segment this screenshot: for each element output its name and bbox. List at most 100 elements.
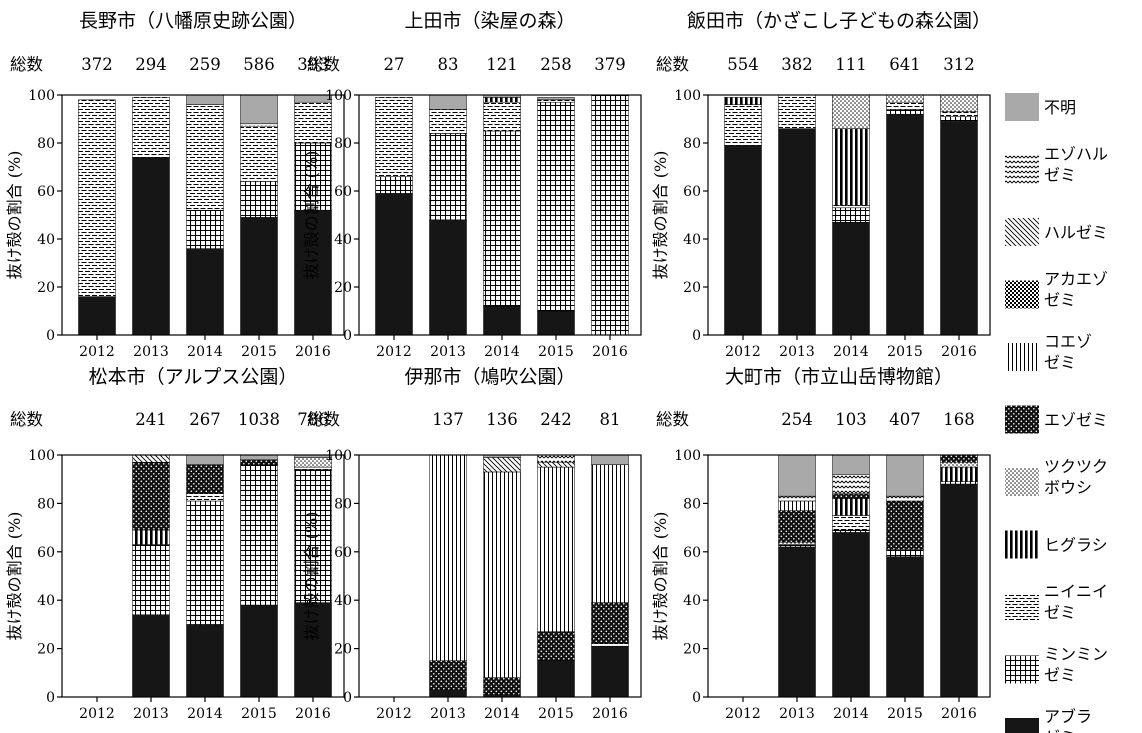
panel-title: 松本市（アルプス公園） bbox=[89, 366, 298, 388]
y-tick-label: 0 bbox=[692, 690, 701, 706]
bar-segment-ezo bbox=[940, 454, 978, 463]
bar-segment-ezoharu bbox=[778, 495, 816, 502]
x-tick-label: 2013 bbox=[133, 706, 169, 722]
x-tick-label: 2015 bbox=[887, 706, 923, 722]
count-value: 294 bbox=[135, 55, 167, 74]
x-tick-label: 2013 bbox=[430, 706, 466, 722]
y-tick-label: 80 bbox=[37, 496, 55, 512]
y-axis-label: 抜け殻の割合 (%) bbox=[651, 512, 670, 641]
bar-segment-niinii bbox=[591, 643, 629, 647]
bar-segment-niinii bbox=[186, 104, 224, 211]
bar-segment-abura bbox=[778, 546, 816, 698]
x-tick-label: 2012 bbox=[79, 706, 115, 722]
plot-frame bbox=[707, 454, 991, 698]
y-tick-label: 60 bbox=[37, 545, 55, 561]
bar-segment-abura bbox=[886, 113, 924, 336]
bar-segment-niinii bbox=[832, 515, 870, 531]
bar-segment-minmin bbox=[429, 133, 467, 221]
x-tick-label: 2015 bbox=[241, 344, 277, 360]
bar-segment-minmin bbox=[240, 181, 278, 218]
bar-segment-koezo bbox=[483, 471, 521, 678]
y-tick-label: 40 bbox=[334, 232, 352, 248]
bar-segment-minmin bbox=[886, 549, 924, 557]
bar-segment-haru bbox=[483, 457, 521, 473]
x-tick-label: 2014 bbox=[187, 706, 223, 722]
bar-segment-higurashi bbox=[940, 466, 978, 482]
bar-segment-tsukutsuku bbox=[778, 541, 816, 545]
x-tick-label: 2016 bbox=[941, 706, 977, 722]
bar-segment-abura bbox=[186, 624, 224, 698]
panel-title: 長野市（八幡原史跡公園） bbox=[79, 10, 307, 32]
bar-segment-abura bbox=[832, 221, 870, 336]
x-tick-label: 2013 bbox=[779, 706, 815, 722]
bar-segment-abura bbox=[132, 614, 170, 698]
bar-segment-niinii bbox=[940, 111, 978, 117]
legend-swatch bbox=[1005, 718, 1039, 733]
bar-segment-ezo bbox=[537, 631, 575, 661]
y-axis-label: 抜け殻の割合 (%) bbox=[5, 512, 24, 641]
count-value: 242 bbox=[540, 410, 572, 429]
bar-segment-abura bbox=[940, 121, 978, 336]
bar-segment-niinii bbox=[429, 109, 467, 134]
bar-segment-minmin bbox=[591, 94, 629, 336]
y-axis-label: 抜け殻の割合 (%) bbox=[651, 151, 670, 280]
y-tick-label: 40 bbox=[683, 232, 701, 248]
bar-segment-ezo bbox=[132, 462, 170, 531]
count-value: 382 bbox=[781, 55, 813, 74]
legend-label: ヒグラシ bbox=[1044, 536, 1108, 555]
legend-swatch bbox=[1005, 343, 1039, 371]
bar-segment-koezo bbox=[537, 466, 575, 632]
count-value: 136 bbox=[486, 410, 518, 429]
x-tick-label: 2014 bbox=[187, 344, 223, 360]
bar-segment-ezoharu bbox=[886, 495, 924, 502]
x-tick-label: 2014 bbox=[833, 706, 869, 722]
count-value: 641 bbox=[889, 55, 921, 74]
y-tick-label: 80 bbox=[334, 496, 352, 512]
bar-segment-ezo bbox=[886, 500, 924, 550]
x-tick-label: 2013 bbox=[133, 344, 169, 360]
legend-swatch bbox=[1005, 468, 1039, 496]
x-tick-label: 2016 bbox=[295, 344, 331, 360]
legend-swatch bbox=[1005, 280, 1039, 309]
x-tick-label: 2015 bbox=[241, 706, 277, 722]
bar-segment-abura bbox=[240, 604, 278, 698]
y-tick-label: 40 bbox=[334, 593, 352, 609]
bar-segment-minmin bbox=[940, 481, 978, 485]
count-value: 121 bbox=[486, 55, 518, 74]
bar-segment-higurashi bbox=[832, 498, 870, 516]
bar-segment-ezo bbox=[483, 677, 521, 695]
legend-label: エゾゼミ bbox=[1044, 411, 1108, 430]
bar-segment-fumei bbox=[186, 94, 224, 105]
count-value: 111 bbox=[835, 55, 867, 74]
x-tick-label: 2013 bbox=[430, 344, 466, 360]
y-tick-label: 80 bbox=[683, 496, 701, 512]
y-tick-label: 0 bbox=[343, 328, 352, 344]
legend-label: アカエゾ bbox=[1044, 270, 1108, 289]
x-tick-label: 2016 bbox=[295, 706, 331, 722]
panel-4: 松本市（アルプス公園） 総数 241 267 1038 786 0 20 40 60 80 100 20… bbox=[5, 366, 345, 722]
legend-label: ハルゼミ bbox=[1044, 223, 1108, 242]
bar-segment-fumei bbox=[778, 454, 816, 497]
bar-segment-abura bbox=[537, 310, 575, 336]
legend-label: エゾハル bbox=[1044, 145, 1108, 164]
count-value: 372 bbox=[81, 55, 113, 74]
bar-segment-koezo bbox=[591, 464, 629, 603]
bar-segment-abura bbox=[78, 296, 116, 336]
y-tick-label: 20 bbox=[683, 280, 701, 296]
count-value: 259 bbox=[189, 55, 221, 74]
bar-segment-minmin bbox=[537, 101, 575, 312]
legend-item-higurashi: ヒグラシ bbox=[1005, 530, 1108, 559]
count-value: 81 bbox=[600, 410, 621, 429]
bar-segment-abura bbox=[429, 219, 467, 336]
count-value: 137 bbox=[432, 410, 464, 429]
count-label: 総数 bbox=[10, 410, 44, 429]
legend-swatch bbox=[1005, 93, 1039, 121]
bar-segment-niinii bbox=[537, 99, 575, 103]
legend-label: ゼミ bbox=[1044, 291, 1076, 310]
bar-segment-minmin bbox=[186, 209, 224, 249]
legend: 不明エゾハルゼミハルゼミアカエゾゼミコエゾゼミエゾゼミツクツクボウシヒグラシニイ… bbox=[1005, 93, 1108, 733]
bar-segment-fumei bbox=[832, 454, 870, 475]
bar-segment-haru bbox=[537, 462, 575, 468]
legend-label: コエゾ bbox=[1044, 332, 1092, 351]
